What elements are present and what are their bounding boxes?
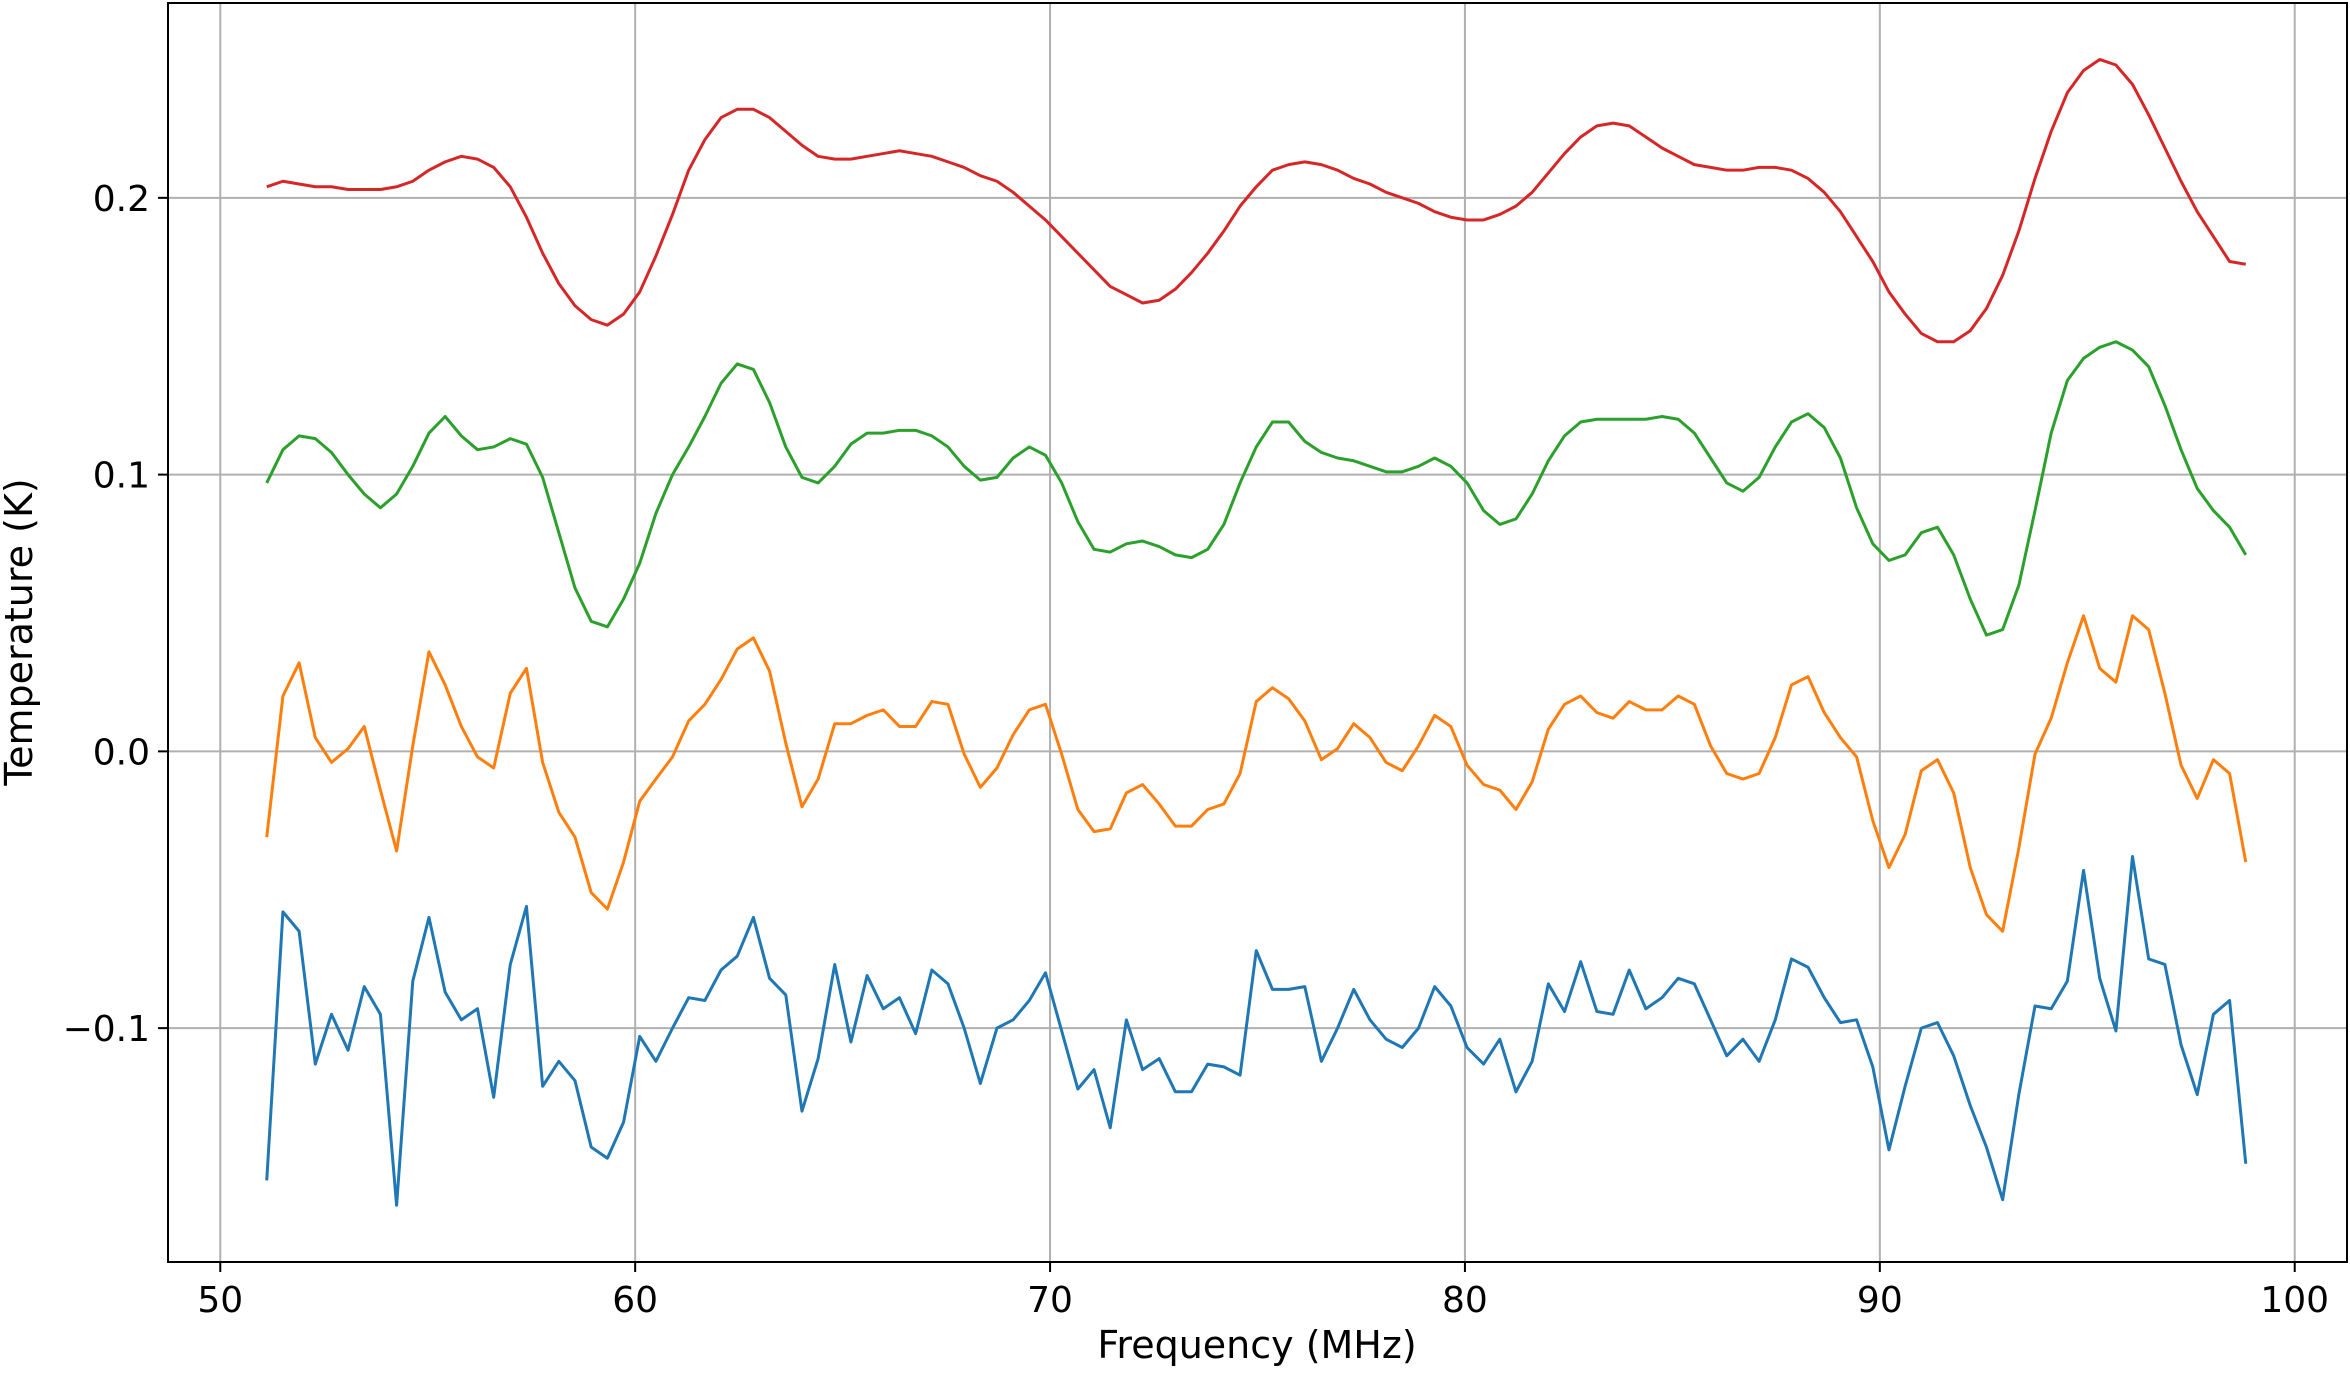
x-tick-label: 80 xyxy=(1442,1280,1488,1321)
y-tick-label: −0.1 xyxy=(63,1009,150,1050)
series-line xyxy=(265,855,2248,1207)
series-line xyxy=(265,614,2248,933)
lines xyxy=(265,57,2248,1207)
x-tick-label: 70 xyxy=(1027,1280,1073,1321)
series-line xyxy=(266,57,2247,344)
series-line xyxy=(265,340,2248,637)
x-tick-label: 90 xyxy=(1857,1280,1903,1321)
x-tick-label: 60 xyxy=(612,1280,658,1321)
grid xyxy=(168,3,2347,1262)
ticks: 50 60 70 80 90 100 −0.1 0.0 0.1 0.2 xyxy=(63,179,2330,1321)
y-tick-label: 0.1 xyxy=(93,456,150,497)
x-tick-label: 50 xyxy=(197,1280,243,1321)
y-tick-label: 0.2 xyxy=(93,179,150,220)
y-axis-label: Temperature (K) xyxy=(0,478,41,786)
y-tick-label: 0.0 xyxy=(93,732,150,773)
plot-frame xyxy=(167,2,2348,1263)
x-axis-label: Frequency (MHz) xyxy=(1097,1323,1416,1367)
x-tick-label: 100 xyxy=(2260,1280,2329,1321)
